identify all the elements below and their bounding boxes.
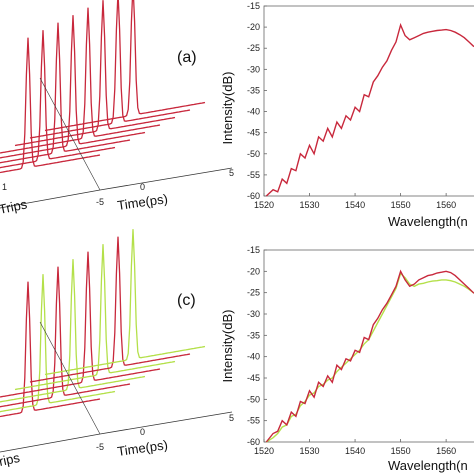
c-xlabel: Time(ps) <box>116 437 168 459</box>
d-ytick-label: -20 <box>247 266 260 276</box>
d-ytick-label: -30 <box>247 309 260 319</box>
waterfall-a-traces <box>0 0 206 174</box>
d-xtick-label: 1550 <box>391 446 411 456</box>
b-series <box>265 22 474 197</box>
b-ytick-label: -35 <box>247 85 260 95</box>
d-xtick-label: 1540 <box>345 446 365 456</box>
a-trace-4 <box>0 15 146 159</box>
d-ytick-label: -60 <box>247 437 260 447</box>
a-ytick-partial: 1 <box>2 182 7 192</box>
d-plot-frame <box>263 249 474 443</box>
a-trace-1 <box>0 37 101 174</box>
a-trips-axis <box>39 77 101 191</box>
d-series <box>265 269 474 443</box>
c-trace-7 <box>29 236 191 383</box>
b-xtick-label: 1550 <box>391 200 411 210</box>
c-xtick-5: 5 <box>229 413 234 423</box>
d-ytick-label: -15 <box>247 245 260 255</box>
c-time-axis-far <box>99 411 233 435</box>
d-xtick-label: 1560 <box>436 446 456 456</box>
d-ytick-label: -40 <box>247 352 260 362</box>
d-ytick-label: -55 <box>247 416 260 426</box>
d-ytick-label: -25 <box>247 288 260 298</box>
a-xlabel: Time(ps) <box>116 191 168 213</box>
b-xtick-label: 1520 <box>254 200 274 210</box>
panel-a-label: (a) <box>177 49 197 66</box>
a-xtick-0: 0 <box>140 182 145 192</box>
b-ytick-label: -55 <box>247 170 260 180</box>
b-xlabel: Wavelength(n <box>388 214 468 229</box>
c-time-axis <box>0 433 101 453</box>
b-ytick-label: -40 <box>247 107 260 117</box>
b-plot-frame <box>263 5 474 197</box>
b-yticks: -15 -20 -25 -30 -35 -40 -45 -50 -55 -60 <box>247 1 267 201</box>
d-xticks: 1520 1530 1540 1550 1560 <box>254 439 456 456</box>
c-xtick-0: 0 <box>140 427 145 437</box>
a-trace-3 <box>0 22 131 164</box>
b-series-line <box>265 22 474 197</box>
a-trace-6 <box>14 0 176 147</box>
c-trace-2 <box>0 274 116 413</box>
d-xtick-label: 1530 <box>300 446 320 456</box>
panel-c-label: (c) <box>177 292 196 309</box>
a-time-axis-far <box>99 167 233 191</box>
d-xtick-label: 1520 <box>254 446 274 456</box>
waterfall-c-traces <box>0 229 206 418</box>
b-ytick-label: -20 <box>247 22 260 32</box>
b-ytick-label: -45 <box>247 128 260 138</box>
a-xtick-m5: -5 <box>96 197 104 207</box>
c-trace-8 <box>44 229 206 376</box>
waterfall-c-axes <box>0 321 233 453</box>
waterfall-a-axes <box>0 77 233 209</box>
a-trace-7 <box>29 0 191 139</box>
c-trips-axis <box>39 321 101 435</box>
a-time-axis <box>0 189 101 209</box>
c-trace-3 <box>0 266 131 408</box>
b-xtick-label: 1540 <box>345 200 365 210</box>
d-series-line <box>265 272 474 443</box>
panel-c-waterfall: (c) -5 0 5 Time(ps) rips <box>0 229 234 469</box>
b-ytick-label: -30 <box>247 64 260 74</box>
panel-a-waterfall: (a) -5 0 5 Time(ps) Trips 1 <box>0 0 234 217</box>
d-xlabel: Wavelength(n <box>388 458 468 473</box>
c-trace-5 <box>0 251 161 398</box>
b-xtick-label: 1560 <box>436 200 456 210</box>
c-trace-4 <box>0 259 146 403</box>
c-xtick-m5: -5 <box>96 442 104 452</box>
b-xticks: 1520 1530 1540 1550 1560 <box>254 193 456 210</box>
d-ytick-label: -50 <box>247 394 260 404</box>
b-ytick-label: -60 <box>247 191 260 201</box>
d-yticks: -15 -20 -25 -30 -35 -40 -45 -50 -55 -60 <box>247 245 267 447</box>
b-ytick-label: -50 <box>247 149 260 159</box>
d-ytick-label: -45 <box>247 373 260 383</box>
a-xtick-5: 5 <box>229 168 234 178</box>
panel-b-spectrum: -15-20-25-30-35-40-45-50-55-60 1520 1530 1… <box>220 1 474 229</box>
a-trace-5 <box>0 7 161 154</box>
c-trace-1 <box>0 281 101 418</box>
b-xtick-label: 1530 <box>300 200 320 210</box>
c-trace-6 <box>14 244 176 391</box>
a-trace-8 <box>44 0 206 132</box>
d-ylabel: Intensity(dB) <box>220 310 235 383</box>
panel-d-spectrum: -15-20-25-30-35-40-45-50-55-60 1520 1530 1… <box>220 245 474 473</box>
a-trace-2 <box>0 30 116 169</box>
b-ytick-label: -25 <box>247 43 260 53</box>
b-ylabel: Intensity(dB) <box>220 72 235 145</box>
d-series-line <box>265 269 474 443</box>
b-ytick-label: -15 <box>247 1 260 11</box>
d-ytick-label: -35 <box>247 330 260 340</box>
c-ylabel-partial: rips <box>0 450 22 469</box>
a-ylabel-partial: Trips <box>0 196 29 217</box>
